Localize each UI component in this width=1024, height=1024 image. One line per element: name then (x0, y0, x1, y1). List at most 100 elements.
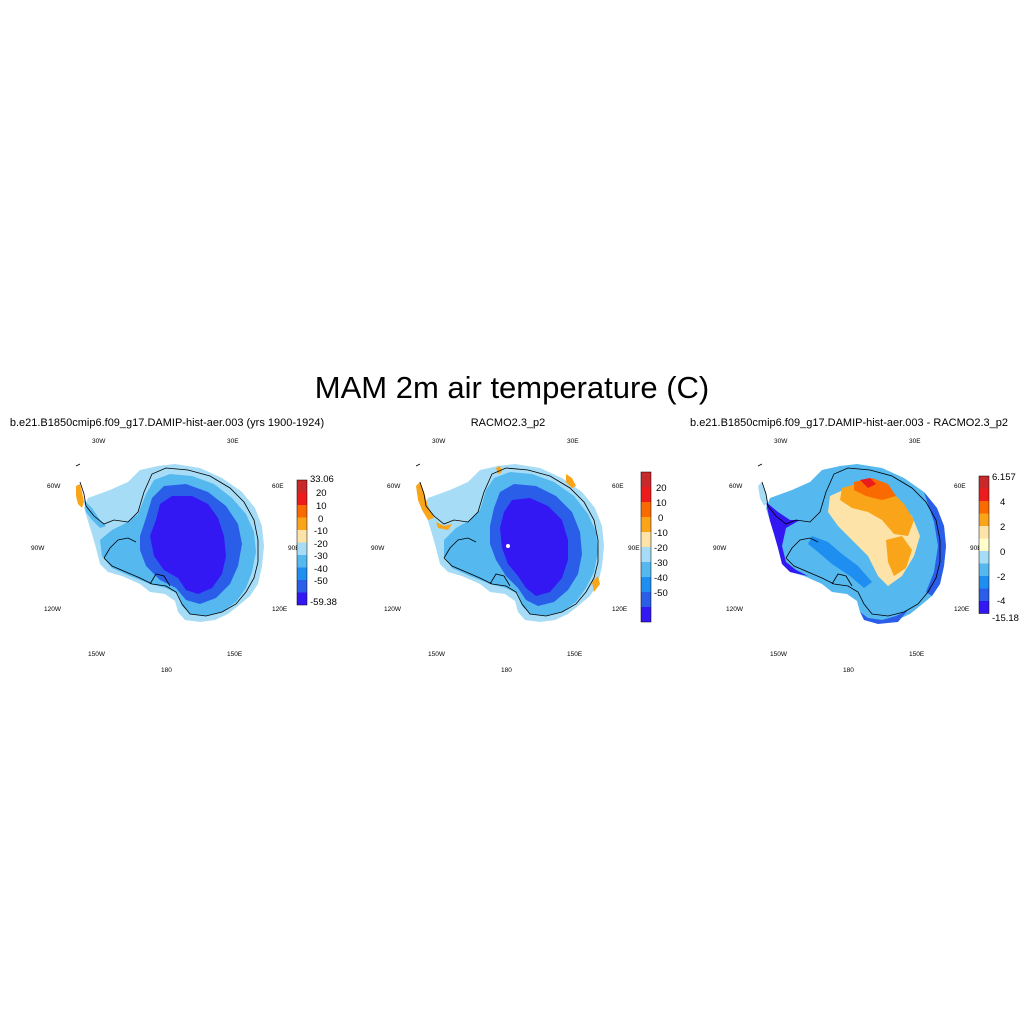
lon-label-60e: 60E (954, 483, 966, 490)
cb-swatch (641, 487, 651, 502)
cb-swatch (641, 532, 651, 547)
temperature-field-obs (416, 464, 604, 622)
cb-tick-label: -40 (654, 573, 668, 584)
lon-label-60w: 60W (729, 483, 743, 490)
cb-swatch (297, 517, 307, 530)
diff-peninsula (758, 482, 768, 506)
temperature-field-model (76, 464, 264, 622)
cb-swatch (979, 501, 989, 514)
cb-swatch (979, 513, 989, 526)
panel-title: b.e21.B1850cmip6.f09_g17.DAMIP-hist-aer.… (9, 417, 325, 429)
lon-label-150w: 150W (88, 651, 106, 658)
cb-tick-label: 2 (1000, 522, 1005, 533)
cb-swatch (641, 517, 651, 532)
cb-swatch (979, 488, 989, 501)
lon-label-90e: 90E (288, 545, 300, 552)
cb-tick-label: 10 (316, 501, 327, 512)
antarctica-map-obs: 30W 30E 60W 60E 90W 90E 120W 120E 150W 1… (371, 438, 668, 674)
cb-swatch (297, 580, 307, 593)
cb-swatch (641, 607, 651, 622)
lon-label-150e: 150E (227, 651, 243, 658)
panel-title: RACMO2.3_p2 (470, 417, 546, 429)
cb-swatch (641, 562, 651, 577)
cb-tick-label: 4 (1000, 497, 1005, 508)
cb-tick-label: 0 (658, 513, 663, 524)
figure-title: MAM 2m air temperature (C) (314, 370, 710, 405)
cb-tick-label: -20 (654, 543, 668, 554)
lon-label-150w: 150W (428, 651, 446, 658)
lon-label-30w: 30W (774, 438, 788, 445)
colorbar-diff: 6.157 4 2 0 -2 -4 -15.18 (978, 472, 1019, 624)
colorbar-model: 33.06 20 10 0 -10 -20 -30 -40 -50 -59.38 (296, 474, 337, 608)
cb-tick-label: 0 (1000, 547, 1005, 558)
cb-swatch (297, 530, 307, 543)
panel-model: b.e21.B1850cmip6.f09_g17.DAMIP-hist-aer.… (0, 416, 340, 676)
lon-label-120e: 120E (272, 606, 288, 613)
lon-label-180: 180 (161, 667, 172, 674)
lon-label-30w: 30W (92, 438, 106, 445)
lon-label-60e: 60E (272, 483, 284, 490)
lon-label-120e: 120E (612, 606, 628, 613)
coast-warm-east (566, 474, 576, 488)
coast-warm-se (592, 576, 600, 592)
lon-label-90w: 90W (371, 545, 385, 552)
lon-labels: 30W 30E 60W 60E 90W 90E 120W 120E 150W 1… (713, 438, 982, 674)
lon-label-150e: 150E (909, 651, 925, 658)
station-marker (506, 544, 510, 548)
cb-tick-label: -10 (314, 526, 328, 537)
cb-min-label: -15.18 (992, 613, 1019, 624)
panel-diff: b.e21.B1850cmip6.f09_g17.DAMIP-hist-aer.… (682, 416, 1022, 676)
cb-swatch (979, 563, 989, 576)
diff-warm-red-2 (860, 478, 876, 488)
cb-swatch (641, 472, 651, 487)
lon-label-90w: 90W (713, 545, 727, 552)
cb-tick-label: -30 (654, 558, 668, 569)
lon-label-30e: 30E (909, 438, 921, 445)
diff-edge-cold-e (924, 492, 946, 596)
cb-swatch (979, 588, 989, 601)
lon-label-30e: 30E (567, 438, 579, 445)
cb-swatch (297, 480, 307, 493)
lon-label-30w: 30W (432, 438, 446, 445)
cb-swatch (641, 592, 651, 607)
coastline-obs (415, 463, 599, 617)
cb-swatch (297, 555, 307, 568)
cb-min-label: -59.38 (310, 597, 337, 608)
lon-label-120w: 120W (44, 606, 62, 613)
cb-swatch (979, 526, 989, 539)
cb-tick-label: 0 (318, 514, 323, 525)
lon-label-120w: 120W (726, 606, 744, 613)
panel-title: b.e21.B1850cmip6.f09_g17.DAMIP-hist-aer.… (690, 417, 1008, 429)
cb-tick-label: -50 (314, 576, 328, 587)
cb-swatch (297, 505, 307, 518)
lon-label-180: 180 (843, 667, 854, 674)
lon-label-120w: 120W (384, 606, 402, 613)
lon-label-180: 180 (501, 667, 512, 674)
difference-field (758, 464, 946, 624)
cb-tick-label: 20 (316, 488, 327, 499)
cb-swatch (297, 567, 307, 580)
cb-max-label: 6.157 (992, 472, 1016, 483)
cb-tick-label: -40 (314, 564, 328, 575)
lon-labels: 30W 30E 60W 60E 90W 90E 120W 120E 150W 1… (31, 438, 300, 674)
cb-max-label: 33.06 (310, 474, 334, 485)
cb-swatch (297, 592, 307, 605)
lon-label-60e: 60E (612, 483, 624, 490)
diff-warm-orange-2 (886, 536, 912, 576)
cb-swatch (641, 502, 651, 517)
cb-swatch (297, 492, 307, 505)
lon-label-150w: 150W (770, 651, 788, 658)
cb-swatch (979, 551, 989, 564)
coastline-diff (757, 463, 941, 617)
cb-swatch (979, 538, 989, 551)
field-layer-50 (150, 496, 226, 594)
lon-label-60w: 60W (47, 483, 61, 490)
cb-tick-label: -4 (997, 596, 1005, 607)
cb-tick-label: 10 (656, 498, 667, 509)
cb-swatch (979, 476, 989, 489)
antarctica-map-diff: 30W 30E 60W 60E 90W 90E 120W 120E 150W 1… (713, 438, 1019, 674)
cb-tick-label: -20 (314, 539, 328, 550)
lon-label-90e: 90E (628, 545, 640, 552)
lon-label-120e: 120E (954, 606, 970, 613)
diff-cold-band (808, 536, 872, 588)
